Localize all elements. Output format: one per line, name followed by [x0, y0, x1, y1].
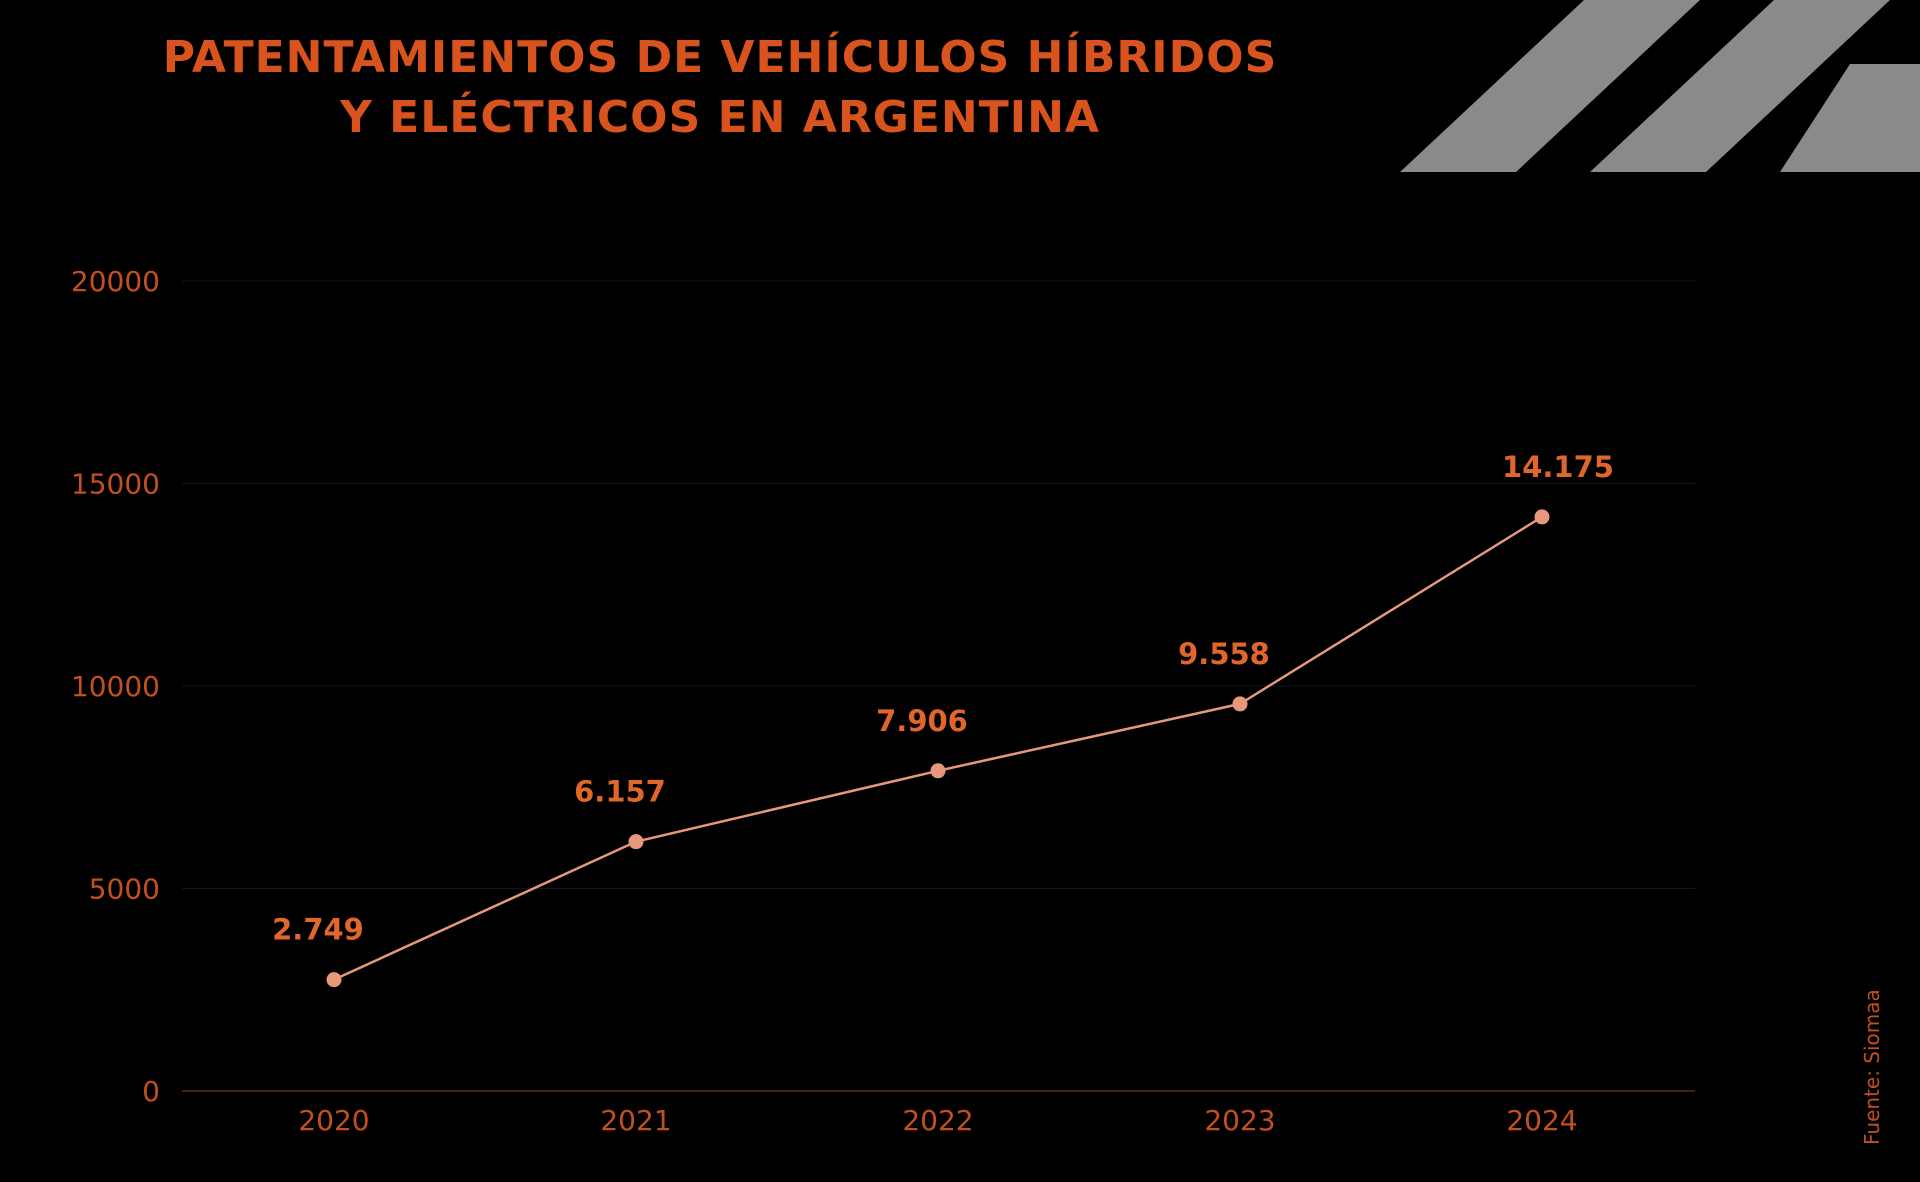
x-tick-label: 2020 — [298, 1104, 369, 1137]
data-label: 6.157 — [574, 775, 666, 809]
data-label: 14.175 — [1502, 450, 1614, 484]
data-label: 7.906 — [876, 704, 968, 738]
data-point — [930, 763, 946, 779]
decorative-stripes — [1400, 0, 1920, 172]
chart-title: PATENTAMIENTOS DE VEHÍCULOS HÍBRIDOS Y E… — [0, 28, 1440, 148]
y-tick-label: 5000 — [89, 873, 160, 906]
data-label: 2.749 — [272, 913, 364, 947]
data-point — [1232, 696, 1248, 712]
data-point — [326, 972, 342, 988]
series-line — [333, 515, 1543, 981]
y-axis-ticks: 0 5000 10000 15000 20000 — [71, 265, 160, 1108]
gridlines — [182, 280, 1695, 1092]
chart-title-line-1: PATENTAMIENTOS DE VEHÍCULOS HÍBRIDOS — [162, 32, 1278, 83]
x-axis-ticks: 2020 2021 2022 2023 2024 — [298, 1104, 1577, 1137]
y-tick-label: 10000 — [71, 670, 160, 703]
x-tick-label: 2023 — [1204, 1104, 1275, 1137]
stripe-3 — [1780, 64, 1920, 172]
x-tick-label: 2021 — [600, 1104, 671, 1137]
y-tick-label: 15000 — [71, 468, 160, 501]
data-points — [326, 509, 1550, 988]
data-label: 9.558 — [1178, 637, 1270, 671]
x-tick-label: 2022 — [902, 1104, 973, 1137]
data-labels: 2.749 6.157 7.906 9.558 14.175 — [272, 450, 1614, 947]
x-tick-label: 2024 — [1506, 1104, 1577, 1137]
stripe-2 — [1590, 0, 1890, 172]
stripe-1 — [1400, 0, 1700, 172]
source-note: Fuente: Siomaa — [1860, 989, 1884, 1145]
data-point — [628, 834, 644, 850]
chart-title-line-2: Y ELÉCTRICOS EN ARGENTINA — [340, 92, 1100, 143]
y-tick-label: 0 — [142, 1075, 160, 1108]
y-tick-label: 20000 — [71, 265, 160, 298]
data-point — [1534, 509, 1550, 525]
